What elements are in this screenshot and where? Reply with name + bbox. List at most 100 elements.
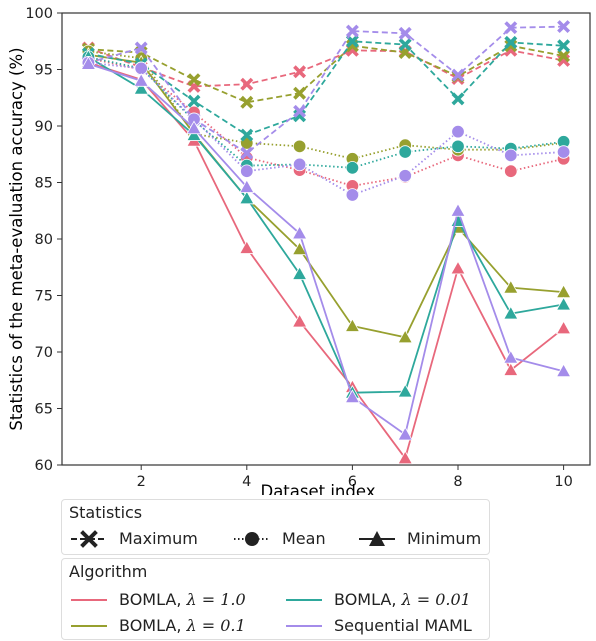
point-marker-min	[239, 190, 255, 205]
y-tick-label: 90	[35, 119, 53, 135]
legend-item-mean: Mean	[232, 529, 352, 549]
y-tick-label: 65	[35, 402, 53, 418]
series-mean	[81, 44, 571, 166]
y-tick-label: 95	[35, 63, 53, 79]
legend-item-maximum: Maximum	[69, 529, 209, 549]
legend-mean-marker-icon	[234, 532, 270, 546]
point-marker-min	[503, 349, 519, 364]
legend-maximum-label: Maximum	[119, 529, 198, 548]
point-marker-max	[187, 73, 201, 87]
point-marker-min	[344, 389, 361, 404]
point-marker-max	[398, 38, 412, 52]
point-marker-max	[557, 20, 571, 34]
point-marker-mean	[451, 124, 465, 139]
point-marker-min	[503, 305, 519, 320]
point-marker-max	[451, 92, 465, 106]
point-marker-min	[450, 260, 466, 275]
point-marker-min	[397, 450, 413, 465]
point-marker-min	[555, 363, 572, 378]
point-marker-mean	[398, 169, 412, 183]
point-marker-max	[504, 35, 518, 49]
point-marker-min	[239, 240, 255, 254]
series-line	[87, 56, 564, 394]
legend-statistics: Statistics Maximum Mean Minimum	[61, 499, 490, 555]
series-line	[88, 56, 564, 169]
point-marker-min	[397, 383, 413, 398]
point-marker-max	[240, 146, 254, 160]
y-tick-label: 100	[25, 6, 53, 22]
point-marker-min	[555, 296, 572, 311]
point-marker-max	[451, 68, 465, 82]
point-marker-min	[291, 266, 308, 280]
legend-line-swatch-icon	[286, 625, 322, 627]
series-line	[88, 50, 564, 160]
point-marker-max	[134, 41, 148, 55]
legend-maximum-marker-icon	[71, 530, 107, 548]
point-marker-mean	[292, 157, 307, 172]
series-line	[88, 63, 564, 437]
point-marker-mean	[556, 145, 571, 159]
series-line	[88, 57, 564, 187]
point-marker-min	[239, 179, 255, 193]
legend-algorithm-title: Algorithm	[69, 562, 148, 581]
legend-algorithm: Algorithm BOMLA, λ = 1.0 BOMLA, λ = 0.01…	[61, 558, 490, 640]
series-mean	[81, 56, 571, 202]
point-marker-max	[557, 49, 571, 63]
point-marker-max	[557, 39, 571, 53]
axes: 60 65 70 75 80 85 90 95 100 2 4 6 8 10	[25, 6, 591, 490]
legend-bomla-001-lambda: λ = 0.01	[401, 590, 471, 609]
legend-sequential-maml-label: Sequential MAML	[334, 616, 472, 635]
y-tick-label: 80	[35, 232, 53, 248]
point-marker-max	[293, 65, 307, 79]
point-marker-max	[504, 21, 518, 35]
point-marker-min	[450, 202, 466, 217]
y-tick-label: 70	[35, 345, 53, 361]
legend-bomla-01-prefix: BOMLA,	[119, 616, 187, 635]
point-marker-min	[503, 279, 519, 294]
y-tick-label: 60	[35, 458, 53, 474]
legend-mean-label: Mean	[282, 529, 326, 548]
point-marker-max	[293, 104, 307, 118]
series-minimum	[80, 56, 572, 441]
legend-bomla-01-lambda: λ = 0.1	[186, 616, 246, 635]
legend-minimum-label: Minimum	[407, 529, 482, 548]
legend-item-minimum: Minimum	[357, 529, 487, 549]
point-marker-min	[133, 80, 149, 95]
series-line	[88, 47, 564, 88]
series-line	[88, 61, 564, 196]
x-tick-label: 8	[453, 474, 462, 490]
legend-line-swatch-icon	[71, 625, 107, 627]
point-marker-mean	[240, 164, 254, 178]
series-layer	[80, 20, 572, 465]
series-minimum	[80, 54, 572, 465]
point-marker-min	[397, 329, 413, 344]
point-marker-max	[504, 39, 518, 53]
y-tick-label: 75	[35, 289, 53, 305]
point-marker-mean	[504, 164, 518, 178]
y-tick-label: 85	[35, 176, 53, 192]
point-marker-max	[240, 77, 254, 91]
point-marker-max	[345, 24, 359, 38]
point-marker-min	[291, 313, 308, 328]
legend-statistics-title: Statistics	[69, 503, 143, 522]
x-axis-label: Dataset index	[260, 482, 375, 495]
point-marker-mean	[134, 61, 148, 76]
legend-item-bomla-01: BOMLA, λ = 0.1	[69, 616, 269, 636]
point-marker-min	[186, 120, 202, 135]
point-marker-min	[80, 56, 97, 70]
point-marker-mean	[398, 145, 412, 159]
legend-item-bomla-001: BOMLA, λ = 0.01	[284, 590, 484, 610]
point-marker-max	[240, 95, 254, 109]
point-marker-mean	[345, 188, 360, 202]
x-tick-label: 4	[242, 474, 251, 490]
point-marker-min	[555, 320, 572, 335]
legend-bomla-1-prefix: BOMLA,	[119, 590, 187, 609]
series-line	[88, 25, 564, 155]
series-minimum	[80, 49, 572, 399]
series-line	[88, 61, 565, 461]
chart-svg: 60 65 70 75 80 85 90 95 100 2 4 6 8 10 Statistics of …	[7, 6, 591, 495]
point-marker-max	[398, 26, 412, 40]
legend-line-swatch-icon	[286, 599, 322, 601]
y-axis-label: Statistics of the meta-evaluation accura…	[7, 47, 26, 430]
x-tick-label: 10	[554, 474, 572, 490]
